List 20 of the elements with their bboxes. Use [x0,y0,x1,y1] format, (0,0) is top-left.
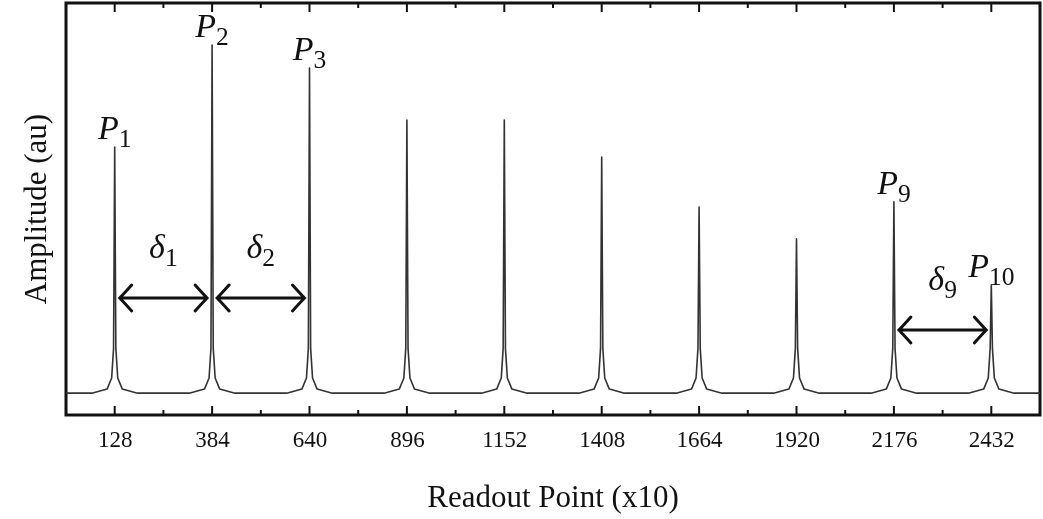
annotation: P$_{1}$ [96,109,132,153]
x-axis-title: Readout Point (x10) [427,479,679,514]
x-tick-label: 2176 [871,427,918,453]
x-tick-label: 1664 [676,427,724,453]
annotation: δ$_{9}$ [928,260,957,304]
annotation: P$_{3}$ [291,29,327,74]
x-tick-label: 640 [292,427,328,453]
annotation: P$_{10}$ [967,247,1015,291]
y-axis-title: Amplitude (au) [18,113,53,305]
x-tick-label: 128 [97,427,133,453]
annotation: δ$_{1}$ [149,228,178,272]
x-tick-label: 1152 [482,427,528,453]
annotation: P$_{9}$ [876,163,911,208]
x-tick-label: 1920 [774,427,820,453]
annotation: P$_{2}$ [194,7,229,51]
x-tick-label: 1408 [579,427,626,453]
x-tick-label: 384 [195,427,231,453]
x-tick-label: 896 [390,427,425,453]
annotation: δ$_{2}$ [246,228,276,272]
x-tick-label: 2432 [968,427,1015,453]
